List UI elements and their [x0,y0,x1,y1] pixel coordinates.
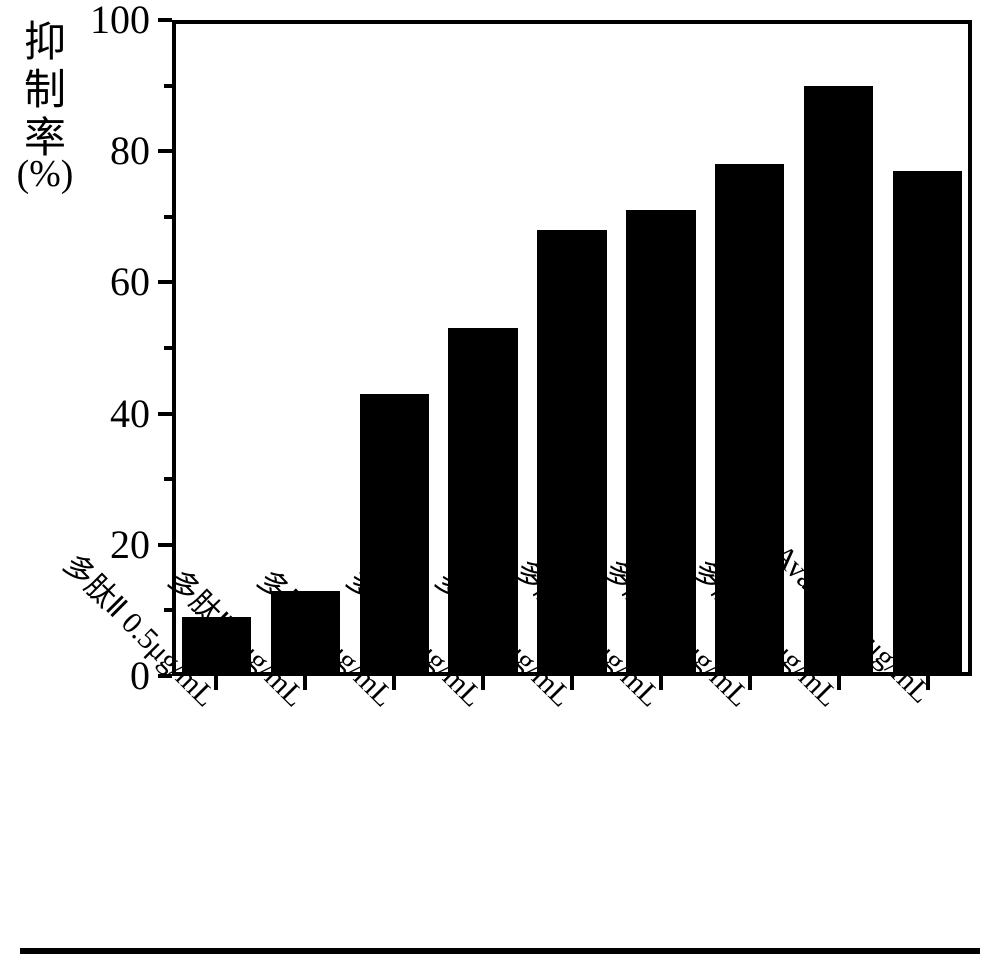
y-tick-label: 60 [0,258,150,305]
chart-container: 020406080100 抑制率(%) 多肽Ⅱ 0.5μg/mL多肽Ⅱ 1μg/… [0,0,1000,957]
y-tick [158,280,172,284]
top-axis-line [172,20,972,24]
y-minor-tick [164,346,172,350]
y-minor-tick [164,215,172,219]
bar [893,171,962,676]
y-tick [158,18,172,22]
y-tick [158,412,172,416]
y-tick-label: 40 [0,390,150,437]
y-axis-label-char: (%) [14,152,76,196]
y-tick [158,543,172,547]
right-axis-line [968,20,972,676]
y-tick [158,149,172,153]
y-minor-tick [164,608,172,612]
y-minor-tick [164,477,172,481]
y-minor-tick [164,84,172,88]
bottom-guide-line [20,948,980,954]
y-tick-label: 0 [0,652,150,699]
